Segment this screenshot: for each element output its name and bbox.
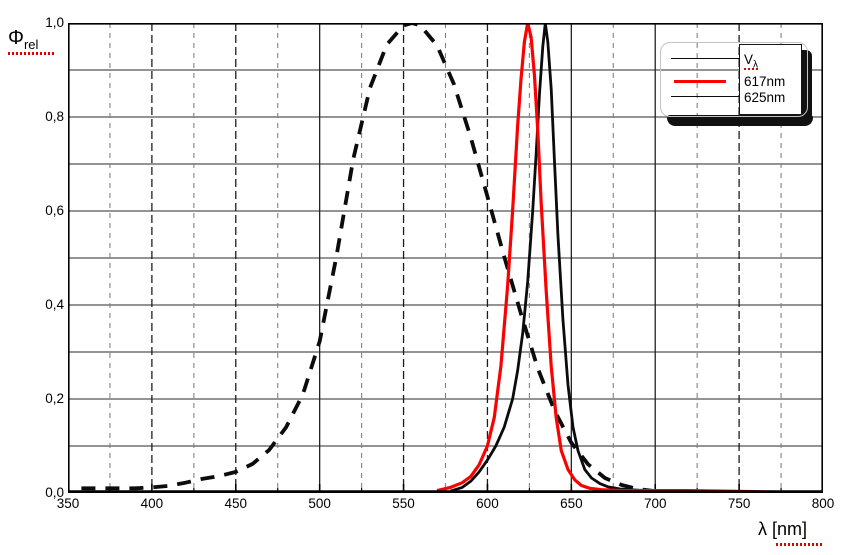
x-tick-label-800: 800: [811, 496, 835, 511]
y-tick-label-0,8: 0,8: [45, 109, 64, 124]
spellcheck-underline-y-title: [8, 52, 54, 55]
plot-area: [68, 23, 823, 493]
y-tick-label-1,0: 1,0: [45, 15, 64, 30]
x-tick-label-550: 550: [392, 496, 415, 511]
legend-label-617nm: 617nm: [744, 74, 786, 89]
x-axis-title-unit: [nm]: [772, 519, 808, 539]
x-tick-label-400: 400: [140, 496, 164, 511]
y-axis-title: Φrel: [8, 27, 38, 56]
x-tick-label-500: 500: [308, 496, 331, 511]
x-tick-label-650: 650: [560, 496, 583, 511]
legend-sample-line-625nm: [671, 96, 739, 97]
legend-label-v: V: [744, 52, 754, 67]
y-tick-label-0,0: 0,0: [45, 485, 64, 500]
plot-canvas: [68, 23, 823, 493]
legend-box: [739, 44, 802, 115]
spellcheck-underline-x-title: [776, 543, 823, 546]
y-tick-label-0,2: 0,2: [45, 391, 64, 406]
x-tick-label-600: 600: [476, 496, 499, 511]
x-tick-label-450: 450: [224, 496, 248, 511]
legend-frame: [660, 42, 808, 117]
x-axis-title-lambda: λ: [758, 519, 767, 539]
x-tick-label-700: 700: [643, 496, 667, 511]
legend-label-v-sub: λ: [753, 59, 759, 71]
legend-label-v-lambda: Vλ: [744, 52, 758, 73]
legend-sample-line-v-lambda: [671, 58, 739, 59]
legend-sample-line-617nm: [674, 80, 726, 83]
x-axis-title: λ [nm]: [758, 519, 807, 539]
y-axis-title-symbol: Φ: [8, 27, 24, 49]
legend-shadow-bottom: [667, 115, 813, 126]
spellcheck-underline-legend-v: [744, 68, 759, 70]
y-axis-title-subscript: rel: [23, 37, 39, 52]
x-tick-label-350: 350: [56, 496, 80, 511]
y-tick-label-0,4: 0,4: [45, 297, 64, 312]
y-tick-label-0,6: 0,6: [45, 203, 64, 218]
curve-V_lambda: [81, 23, 666, 493]
x-tick-label-750: 750: [727, 496, 751, 511]
legend-label-625nm: 625nm: [744, 90, 786, 105]
